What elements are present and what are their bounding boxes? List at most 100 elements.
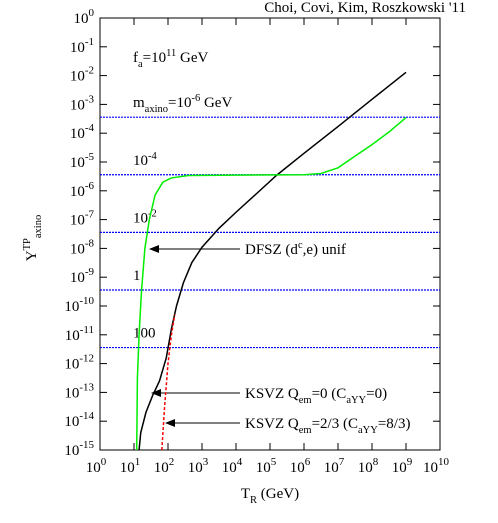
y-tick-label: 10-2 <box>70 65 94 85</box>
x-tick-label: 107 <box>324 456 345 476</box>
annotation: fa=1011 GeV <box>133 48 209 70</box>
tick-exponent: 9 <box>407 456 413 468</box>
tick-exponent: 3 <box>203 456 209 468</box>
tick-exponent: 2 <box>169 456 175 468</box>
reference-label-part: 10 <box>133 153 148 169</box>
x-axis-label-part: (GeV) <box>257 486 299 502</box>
annotation-part: GeV <box>176 50 208 66</box>
x-tick-label: 106 <box>290 456 311 476</box>
tick-exponent: 5 <box>271 456 277 468</box>
y-tick-label: 10-3 <box>70 93 95 113</box>
x-tick-label: 105 <box>256 456 277 476</box>
reference-label-part: 10 <box>133 210 148 226</box>
tick-base: 10 <box>86 460 101 476</box>
y-axis-label: YTPaxino <box>22 215 44 261</box>
tick-exponent: -1 <box>85 36 94 48</box>
x-tick-label: 104 <box>222 456 243 476</box>
series-label: KSVZ Qem=0 (CaYY=0) <box>245 386 387 406</box>
annotation-part: f <box>133 50 138 66</box>
x-tick-label: 101 <box>120 456 141 476</box>
reference-label-part: -2 <box>148 208 157 219</box>
tick-base: 10 <box>64 385 79 401</box>
tick-exponent: -11 <box>80 324 94 336</box>
tick-exponent: 6 <box>305 456 311 468</box>
tick-exponent: -7 <box>85 209 95 221</box>
x-axis-label-part: R <box>250 495 257 506</box>
tick-exponent: -9 <box>85 266 95 278</box>
tick-base: 10 <box>324 460 339 476</box>
tick-base: 10 <box>392 460 407 476</box>
series-label-part: KSVZ Q <box>245 386 299 402</box>
series-label-part: em <box>299 425 312 436</box>
tick-base: 10 <box>65 328 80 344</box>
tick-base: 10 <box>70 40 85 56</box>
y-tick-label: 10-15 <box>64 439 94 459</box>
tick-exponent: -14 <box>79 410 94 422</box>
tick-exponent: -8 <box>85 237 95 249</box>
tick-exponent: -10 <box>79 295 94 307</box>
reference-label-part: -4 <box>148 151 157 162</box>
tick-base: 10 <box>70 241 85 257</box>
series-label-part: ,e) unif <box>303 242 346 258</box>
tick-exponent: 7 <box>339 456 345 468</box>
reference-label: 100 <box>133 326 156 342</box>
series-label-part: aYY <box>346 395 366 406</box>
tick-base: 10 <box>120 460 135 476</box>
series-label-part: DFSZ (d <box>245 242 298 258</box>
annotation-part: 11 <box>166 48 176 59</box>
reference-label: 1 <box>133 268 141 284</box>
tick-base: 10 <box>290 460 305 476</box>
y-tick-label: 10-8 <box>70 237 95 257</box>
tick-exponent: -15 <box>79 439 94 451</box>
x-tick-label: 109 <box>392 456 413 476</box>
tick-base: 10 <box>70 155 85 171</box>
series-label: KSVZ Qem=2/3 (CaYY=8/3) <box>245 416 410 436</box>
tick-exponent: 10 <box>438 456 450 468</box>
reference-label-part: 100 <box>133 326 156 342</box>
x-tick-label: 100 <box>86 456 107 476</box>
y-tick-label: 10-14 <box>64 410 94 430</box>
y-axis-label-part: Y <box>24 250 40 261</box>
tick-base: 10 <box>64 299 79 315</box>
series-label-part: em <box>299 395 312 406</box>
tick-exponent: 0 <box>101 456 107 468</box>
tick-exponent: 8 <box>373 456 379 468</box>
tick-base: 10 <box>64 443 79 459</box>
x-tick-label: 103 <box>188 456 209 476</box>
reference-label: 10-2 <box>133 208 157 226</box>
series-label-part: =2/3 (C <box>312 416 358 432</box>
series-label-part: KSVZ Q <box>245 416 299 432</box>
tick-base: 10 <box>256 460 271 476</box>
reference-label: maxino=10-6 GeV <box>133 93 232 115</box>
reference-label: 10-4 <box>133 151 157 169</box>
reference-label-part: 1 <box>133 268 141 284</box>
tick-exponent: -5 <box>85 151 95 163</box>
y-tick-label: 10-10 <box>64 295 94 315</box>
tick-exponent: 1 <box>135 456 141 468</box>
tick-base: 10 <box>70 69 85 85</box>
y-axis-label-part: axino <box>33 215 44 238</box>
reference-label-part: =10 <box>168 95 191 111</box>
reference-label-part: -6 <box>191 93 200 104</box>
series-label-part: =0) <box>366 386 387 402</box>
reference-label-part: GeV <box>200 95 232 111</box>
tick-exponent: 0 <box>89 7 95 19</box>
y-tick-label: 10-7 <box>70 209 95 229</box>
x-tick-label: 108 <box>358 456 379 476</box>
tick-base: 10 <box>74 11 89 27</box>
tick-base: 10 <box>70 213 85 229</box>
series-label: DFSZ (dc,e) unif <box>245 240 346 258</box>
y-axis-label-part: TP <box>22 238 33 250</box>
tick-base: 10 <box>423 460 438 476</box>
credit: Choi, Covi, Kim, Roszkowski '11 <box>264 0 466 16</box>
y-tick-label: 10-12 <box>64 353 94 373</box>
annotation-part: =10 <box>143 50 166 66</box>
x-axis-label-part: T <box>241 486 250 502</box>
tick-exponent: -6 <box>85 180 95 192</box>
tick-exponent: -12 <box>79 353 94 365</box>
x-tick-label: 1010 <box>423 456 450 476</box>
x-axis-label: TR (GeV) <box>241 486 299 506</box>
y-tick-label: 100 <box>74 7 95 27</box>
tick-base: 10 <box>70 126 85 142</box>
